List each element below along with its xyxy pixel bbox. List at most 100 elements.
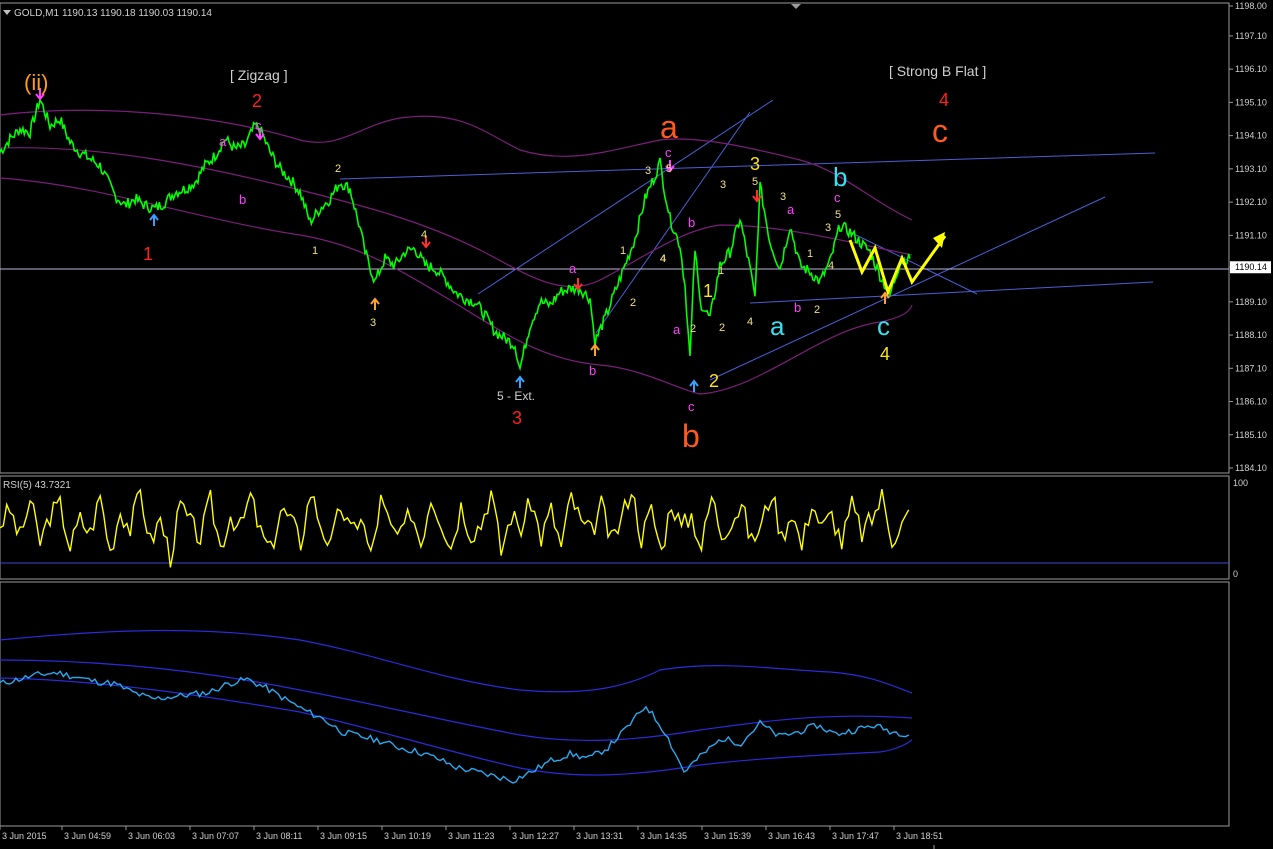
- wave-label-magenta: c: [834, 190, 841, 205]
- shift-marker-icon[interactable]: [791, 4, 801, 9]
- arrow-up-icon: [149, 213, 159, 226]
- wave-label-minor: 2: [719, 322, 725, 334]
- price-axis-label: 1194.10: [1235, 131, 1267, 141]
- arrow-up-icon: [689, 379, 699, 392]
- envelope-upper: [0, 109, 913, 221]
- ext-label: 5 - Ext.: [497, 389, 535, 403]
- time-axis-label: 3 Jun 12:27: [512, 831, 559, 841]
- arrow-down-icon: [255, 128, 265, 141]
- arrow-up-icon: [590, 343, 600, 356]
- price-axis-label: 1196.10: [1235, 64, 1267, 74]
- time-axis-label: 3 Jun 10:19: [384, 831, 431, 841]
- wave-label-cyan-b: b: [833, 162, 847, 192]
- arrow-down-icon: [35, 88, 45, 101]
- wave-label-magenta: c: [665, 145, 672, 160]
- wave-label-red-2: 2: [252, 91, 262, 111]
- time-axis: 3 Jun 2015 3 Jun 04:59 3 Jun 06:03 3 Jun 07…: [0, 826, 943, 841]
- time-axis-label: 3 Jun 11:23: [448, 831, 494, 841]
- envelope-lower: [0, 177, 913, 395]
- wave-label-minor: 2: [335, 163, 341, 175]
- wave-label-minor: 3: [370, 317, 376, 329]
- wave-label-minor: 2: [690, 323, 696, 335]
- price-axis-label: 1184.10: [1235, 463, 1267, 473]
- price-axis-label: 1188.10: [1235, 330, 1267, 340]
- ohlc-label: 1190.13 1190.18 1190.03 1190.14: [62, 8, 212, 19]
- lower-band-lower: [0, 677, 913, 776]
- price-axis-label: 1195.10: [1235, 97, 1267, 107]
- time-axis-label: 3 Jun 04:59: [64, 831, 111, 841]
- projection-path: [848, 235, 947, 297]
- wave-labels: (ii) [ Zigzag ] [ Strong B Flat ] 1 2 3 …: [24, 63, 986, 454]
- wave-label-magenta: c: [688, 399, 695, 414]
- wave-label-magenta: a: [219, 134, 227, 149]
- arrow-up-icon: [370, 297, 380, 310]
- wave-label-red-1: 1: [143, 244, 153, 264]
- wave-label-yellow-2: 2: [709, 371, 719, 391]
- time-axis-label: 3 Jun 07:07: [192, 831, 239, 841]
- price-axis-label: 1192.10: [1235, 197, 1267, 207]
- wave-label-orange-c: c: [932, 113, 948, 149]
- wave-label-minor: 4: [660, 253, 666, 265]
- wave-label-yellow-3: 3: [750, 154, 760, 174]
- wave-label-minor: 4: [421, 229, 427, 241]
- time-axis-label: 3 Jun 16:43: [768, 831, 815, 841]
- lower-series-line: [0, 670, 910, 784]
- strong-b-flat-label: [ Strong B Flat ]: [889, 63, 986, 79]
- wave-label-magenta: b: [239, 192, 246, 207]
- projection-arrow-icon: [933, 232, 945, 248]
- price-axis-label: 1197.10: [1235, 31, 1267, 41]
- wave-label-minor: 5: [752, 176, 758, 188]
- price-axis-label: 1193.10: [1235, 164, 1267, 174]
- wave-label-magenta: a: [787, 202, 795, 217]
- time-axis-label: 3 Jun 14:35: [640, 831, 687, 841]
- trendlines: [339, 99, 1156, 381]
- lower-bands: [0, 629, 913, 776]
- wave-label-minor: 2: [814, 304, 820, 316]
- trendline-lower-flat: [749, 281, 1154, 304]
- wave-label-magenta: a: [673, 322, 681, 337]
- time-axis-label: 3 Jun 06:03: [128, 831, 175, 841]
- wave-label-minor: 1: [807, 248, 813, 260]
- wave-label-yellow-1: 1: [703, 281, 713, 301]
- wave-label-minor: 1: [312, 245, 318, 257]
- wave-label-minor: 3: [825, 222, 831, 234]
- time-axis-label: 3 Jun 08:11: [256, 831, 302, 841]
- price-series-line: [0, 97, 911, 372]
- price-axis-label: 1198.00: [1235, 1, 1267, 11]
- wave-label-orange-a: a: [660, 109, 678, 145]
- rsi-panel: [0, 475, 1230, 580]
- time-axis-label: 3 Jun 2015: [2, 831, 47, 841]
- rsi-axis-label-0: 0: [1233, 569, 1238, 579]
- time-axis-label: 3 Jun 17:47: [832, 831, 879, 841]
- current-price-badge: [1230, 261, 1271, 274]
- zigzag-label: [ Zigzag ]: [230, 67, 288, 83]
- wave-label-ii: (ii): [24, 70, 48, 95]
- arrow-down-icon: [665, 160, 675, 173]
- trendline-channel-top: [477, 99, 774, 295]
- wave-label-magenta: a: [569, 261, 577, 276]
- wave-label-minor: 2: [630, 297, 636, 309]
- price-axis-label: 1190.14: [1235, 262, 1267, 272]
- wave-label-minor: 4: [660, 253, 666, 265]
- price-axis-label: 1186.10: [1235, 397, 1267, 407]
- wave-label-minor: 3: [780, 191, 786, 203]
- price-panel: [0, 2, 1230, 474]
- price-axis-label: 1191.10: [1235, 230, 1267, 240]
- arrow-up-icon: [515, 375, 525, 388]
- time-axis-label: 3 Jun 18:51: [896, 831, 943, 841]
- symbol-dropdown-icon[interactable]: [3, 10, 11, 15]
- lower-band-upper: [0, 629, 913, 694]
- wave-label-minor: 5: [835, 209, 841, 221]
- wave-label-minor: 3: [645, 165, 651, 177]
- wave-label-cyan-a: a: [770, 311, 785, 341]
- rsi-series-line: [0, 488, 910, 568]
- wave-label-red-3: 3: [512, 408, 522, 428]
- wave-label-magenta: b: [688, 215, 695, 230]
- time-axis-label: 3 Jun 09:15: [320, 831, 367, 841]
- rsi-title: RSI(5) 43.7321: [3, 480, 71, 491]
- time-axis-label: 3 Jun 15:39: [704, 831, 751, 841]
- trendline-triangle: [849, 231, 978, 295]
- wave-label-yellow-4: 4: [880, 344, 890, 364]
- trendline-channel-bottom: [595, 111, 751, 334]
